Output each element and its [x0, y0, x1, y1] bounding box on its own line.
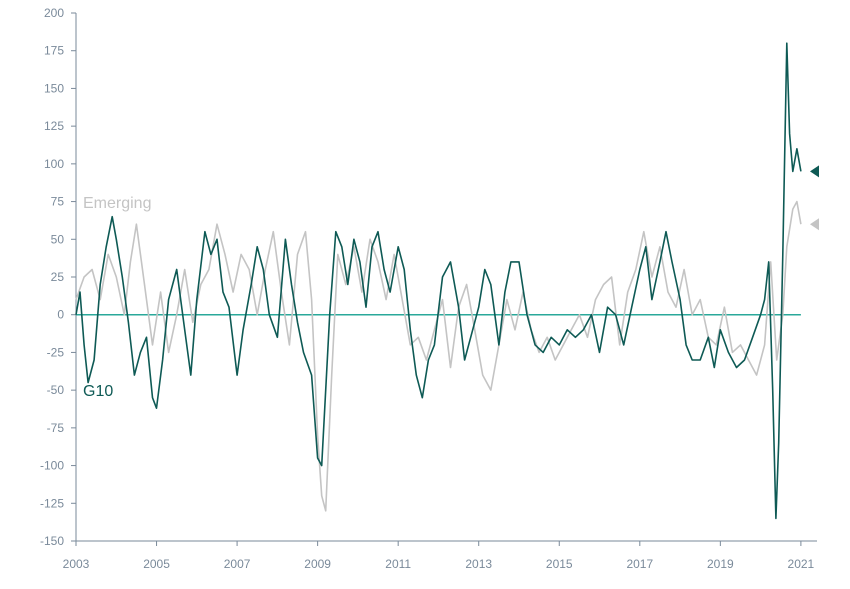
y-tick-label: 175 [44, 44, 64, 58]
x-tick-label: 2003 [63, 557, 90, 571]
x-tick-label: 2011 [385, 557, 411, 571]
y-axis: 200 175 150 125 100 75 50 25 0 -25 -50 -75 -100 -125 -… [40, 6, 77, 548]
x-tick-label: 2007 [224, 557, 251, 571]
x-tick-label: 2015 [546, 557, 573, 571]
x-tick-label: 2005 [143, 557, 170, 571]
y-tick-label: -50 [47, 383, 65, 397]
end-marker-emerging [810, 218, 819, 231]
series-label-emerging: Emerging [83, 195, 151, 212]
y-tick-label: 150 [44, 81, 64, 95]
y-tick-label: -125 [40, 496, 64, 510]
y-tick-label: 50 [51, 232, 65, 246]
series-line-emerging [75, 200, 802, 512]
y-tick-label: -75 [47, 421, 65, 435]
x-tick-label: 2021 [788, 557, 815, 571]
y-tick-label: -150 [40, 534, 64, 548]
end-markers [810, 165, 819, 231]
x-tick-label: 2009 [304, 557, 331, 571]
y-tick-label: 25 [51, 270, 65, 284]
x-tick-label: 2017 [626, 557, 653, 571]
y-tick-label: 200 [44, 6, 64, 20]
series-label-g10: G10 [83, 383, 113, 400]
x-tick-label: 2013 [465, 557, 492, 571]
x-tick-label: 2019 [707, 557, 734, 571]
y-tick-label: 125 [44, 119, 64, 133]
y-tick-label: 75 [51, 195, 65, 209]
end-marker-g10 [810, 165, 819, 178]
y-tick-label: 100 [44, 157, 64, 171]
x-axis: 2003 2005 2007 2009 2011 2013 2015 2017 2019 2021 [63, 540, 817, 571]
y-tick-label: 0 [57, 308, 64, 322]
series-group [75, 42, 802, 520]
y-tick-label: -100 [40, 459, 64, 473]
series-line-g10 [75, 42, 802, 520]
y-tick-label: -25 [47, 345, 65, 359]
